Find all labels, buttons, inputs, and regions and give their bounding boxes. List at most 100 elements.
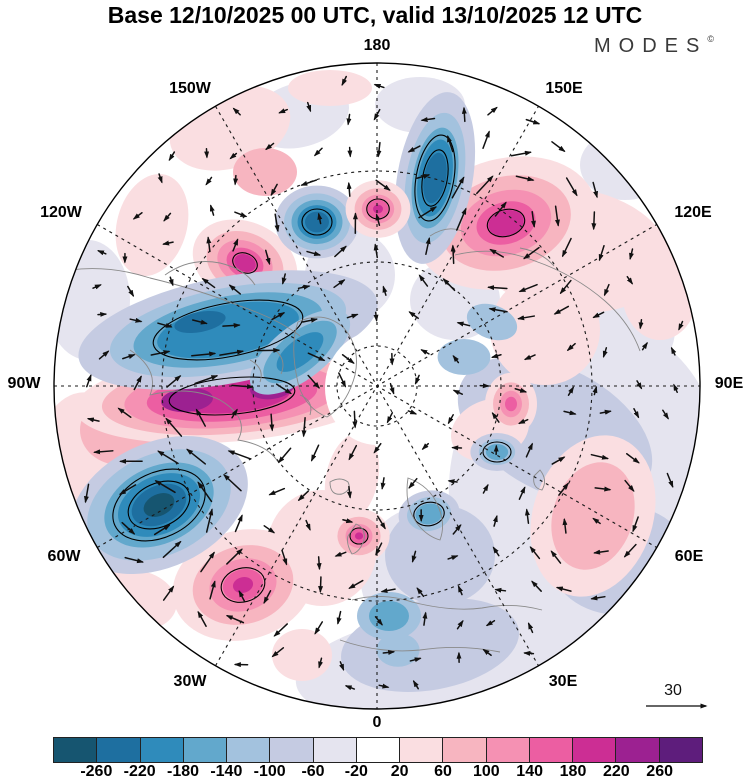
wind-arrow [603, 283, 610, 297]
wind-arrow [452, 354, 460, 364]
wind-arrow [530, 211, 536, 228]
wind-arrow [336, 610, 342, 625]
wind-arrow [346, 181, 352, 197]
wind-arrow [157, 450, 179, 465]
wind-arrow [133, 375, 142, 391]
modes-logo-text: MODES [594, 35, 708, 57]
wind-arrow [482, 130, 490, 150]
wind-arrow [124, 556, 144, 564]
shade-region [490, 275, 600, 385]
wind-arrow [425, 237, 431, 255]
modes-logo: MODES© [594, 34, 714, 58]
longitude-label: 60E [675, 548, 704, 565]
wind-arrow [407, 409, 418, 415]
wind-arrow [563, 410, 577, 416]
shade-region [580, 130, 670, 200]
wind-arrow [97, 250, 107, 256]
wind-arrow [489, 248, 504, 258]
colorbar-cell [486, 738, 530, 762]
wind-arrow [232, 238, 239, 252]
wind-arrow [452, 524, 462, 535]
wind-arrow [494, 587, 507, 593]
wind-arrow [347, 146, 353, 158]
wind-arrow [271, 312, 286, 321]
neg-mediterranean-low [369, 601, 409, 631]
wind-arrow [518, 418, 529, 425]
colorbar-cell [443, 738, 487, 762]
wind-arrow [234, 211, 248, 218]
colorbar-tick-label: 20 [390, 763, 409, 780]
wind-arrow [457, 585, 464, 596]
wind-arrow [565, 177, 578, 197]
wind-arrow [334, 245, 347, 258]
wind-arrow [633, 408, 640, 419]
wind-arrow [626, 452, 640, 464]
colorbar-cell [227, 738, 271, 762]
wind-arrow [373, 108, 381, 121]
wind-arrow [162, 540, 182, 559]
contour-line [349, 527, 369, 545]
wind-arrow [268, 487, 286, 496]
wind-arrow [339, 661, 345, 672]
contour-line [413, 501, 445, 527]
wind-arrow [269, 413, 275, 432]
shade-region [233, 148, 297, 196]
wind-arrow [562, 518, 568, 534]
wind-arrow [450, 244, 456, 265]
wind-arrow [206, 236, 212, 253]
colorbar-cell [54, 738, 98, 762]
wind-arrow [592, 385, 598, 396]
wind-arrow [195, 408, 206, 427]
wind-arrow [451, 176, 465, 199]
wind-arrow [318, 657, 323, 669]
wind-arrow [348, 444, 358, 461]
wind-arrow [307, 374, 320, 389]
wind-arrow [554, 205, 560, 227]
wind-arrow [93, 449, 114, 455]
pos-ural-ridge [551, 462, 635, 570]
wind-arrow [598, 244, 605, 262]
wind-arrow [297, 490, 310, 502]
wind-arrow [341, 353, 355, 364]
wind-arrow [229, 152, 238, 160]
wind-arrow [590, 595, 606, 601]
coastline [339, 639, 501, 653]
wind-arrow [491, 412, 500, 423]
wind-arrow [238, 590, 246, 602]
wind-arrow [344, 685, 356, 691]
wind-arrow [476, 175, 494, 195]
colorbar-cell [400, 738, 444, 762]
contour-line [152, 299, 304, 361]
wind-arrow [232, 107, 241, 116]
map-border [53, 62, 701, 710]
wind-arrow [277, 447, 292, 464]
neg-kara-spot [485, 444, 509, 460]
wind-arrow [523, 246, 540, 260]
wind-arrow [270, 183, 278, 197]
wind-arrow [551, 456, 566, 465]
wind-arrow [382, 285, 388, 296]
wind-arrow [274, 213, 280, 233]
coastline [347, 523, 365, 555]
wind-arrow [347, 485, 352, 499]
wind-arrow [373, 83, 385, 89]
wind-arrow [662, 409, 669, 420]
colorbar-tick-label: -140 [210, 763, 243, 780]
wind-arrow [219, 349, 245, 356]
wind-arrow [420, 349, 430, 355]
colorbar-tick-label: -100 [253, 763, 286, 780]
wind-arrow [412, 680, 419, 690]
wind-arrow [162, 585, 175, 601]
wind-arrow [515, 175, 535, 182]
coastline [293, 316, 357, 418]
longitude-label: 120W [40, 204, 83, 221]
wind-arrow [561, 237, 572, 258]
wind-arrow [150, 350, 171, 356]
wind-arrow [407, 145, 421, 153]
wind-arrow [226, 548, 243, 565]
wind-arrow [380, 588, 396, 594]
wind-arrow [389, 382, 395, 395]
wind-arrow [348, 579, 364, 589]
wind-arrow [623, 543, 637, 558]
colorbar-tick-label: 140 [516, 763, 544, 780]
